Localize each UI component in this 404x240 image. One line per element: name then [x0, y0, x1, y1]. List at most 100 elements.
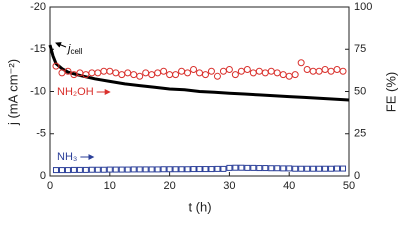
fe-marker [340, 165, 347, 172]
fe-marker [237, 67, 245, 75]
fe-marker [130, 166, 137, 173]
fe-marker [262, 165, 269, 172]
fe-marker [64, 67, 72, 75]
fe-marker [220, 165, 227, 172]
fe-marker [207, 67, 215, 75]
fe-marker [172, 166, 179, 173]
fe-marker [166, 166, 173, 173]
fe-marker [106, 166, 113, 173]
fe-marker [297, 59, 305, 67]
y-tick-label: -5 [36, 128, 46, 140]
fe-marker [58, 167, 65, 174]
x-tick-label: 20 [163, 180, 175, 192]
fe-marker [136, 72, 144, 80]
fe-marker [70, 166, 77, 173]
fe-marker [292, 165, 299, 172]
fe-marker [214, 165, 221, 172]
fe-marker [148, 71, 156, 79]
fe-marker [154, 69, 162, 77]
fe-marker [316, 165, 323, 172]
fe-marker [226, 164, 233, 171]
y2-axis-label: FE (%) [383, 72, 398, 112]
x-axis-label: t (h) [188, 199, 211, 214]
y2-tick-label: 100 [354, 1, 372, 13]
fe-marker [106, 67, 114, 75]
annotation-text: j [66, 43, 71, 55]
fe-marker [172, 71, 180, 79]
x-tick-label: 30 [223, 180, 235, 192]
fe-marker [328, 165, 335, 172]
fe-marker [291, 71, 299, 79]
y2-tick-label: 50 [354, 85, 366, 97]
fe-marker [196, 69, 203, 77]
fe-marker [321, 66, 329, 74]
fe-marker [298, 165, 305, 172]
fe-marker [52, 62, 60, 70]
fe-marker [285, 72, 293, 80]
fe-marker [201, 71, 209, 79]
fe-marker [334, 165, 341, 172]
fe-marker [213, 72, 221, 80]
y-tick-label: 0 [40, 170, 46, 182]
fe-marker [309, 67, 317, 75]
y-tick-label: -20 [30, 1, 46, 13]
annotation-sub: cell [70, 47, 82, 56]
fe-marker [267, 67, 275, 75]
fe-marker [255, 67, 263, 75]
fe-marker [112, 69, 120, 77]
fe-marker [124, 69, 132, 77]
fe-marker [327, 67, 335, 75]
fe-marker [118, 71, 126, 79]
fe-marker [100, 166, 107, 173]
x-tick-label: 40 [283, 180, 295, 192]
fe-marker [118, 166, 125, 173]
fe-marker [303, 66, 311, 74]
fe-marker [136, 166, 143, 173]
annotation-text: NH₃ [57, 151, 77, 163]
annotation-arrow [55, 42, 67, 48]
fe-marker [124, 166, 131, 173]
fe-marker [178, 67, 186, 75]
fe-marker [64, 167, 71, 174]
fe-marker [274, 165, 281, 172]
fe-marker [58, 69, 66, 77]
x-tick-label: 10 [104, 180, 116, 192]
fe-marker [154, 166, 161, 173]
y2-tick-label: 25 [354, 128, 366, 140]
fe-marker [315, 67, 323, 75]
fe-marker [184, 166, 191, 173]
y2-tick-label: 0 [354, 170, 360, 182]
fe-marker [244, 164, 251, 171]
fe-marker [160, 67, 168, 75]
fe-marker [232, 164, 239, 171]
fe-marker [286, 165, 293, 172]
fe-marker [225, 66, 233, 74]
current-line [48, 44, 350, 102]
annotation: jcell [66, 43, 83, 56]
fe-marker [148, 166, 155, 173]
fe-marker [142, 166, 149, 173]
annotation-text: NH₂OH [57, 86, 94, 98]
chart: t (h) j (mA cm⁻²) FE (%) 0 10 20 30 40 500-5-… [5, 1, 398, 215]
fe-marker [196, 166, 203, 173]
fe-marker [238, 164, 245, 171]
fe-marker [256, 165, 263, 172]
x-tick-label: 0 [47, 180, 53, 192]
fe-marker [88, 69, 96, 77]
fe-marker [166, 71, 174, 79]
fe-marker [268, 165, 275, 172]
fe-marker [273, 69, 281, 77]
fe-marker [280, 165, 287, 172]
fe-marker [279, 71, 287, 79]
fe-marker [160, 166, 167, 173]
fe-marker [94, 69, 102, 77]
annotation: NH₃ [57, 151, 77, 163]
fe-marker [202, 166, 209, 173]
fe-marker [76, 166, 83, 173]
fe-marker [304, 165, 311, 172]
fe-marker [112, 166, 119, 173]
fe-marker [88, 166, 95, 173]
fe-marker [250, 164, 257, 171]
fe-marker [249, 69, 257, 77]
fe-marker [94, 166, 101, 173]
